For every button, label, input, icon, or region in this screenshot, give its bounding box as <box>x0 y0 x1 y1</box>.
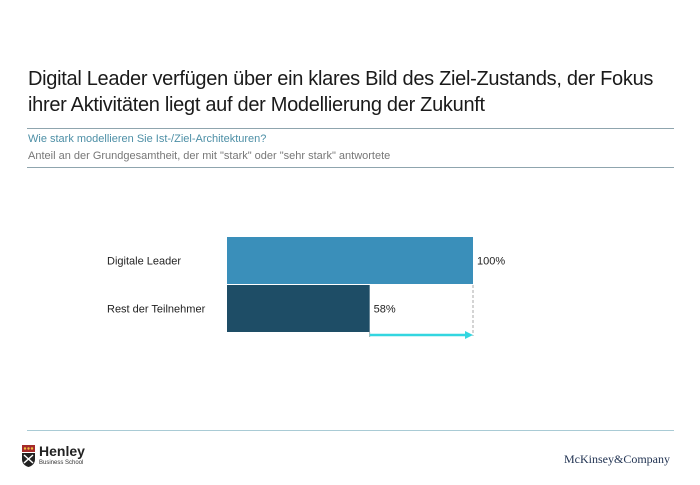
value-label: 100% <box>477 256 505 268</box>
title-divider <box>27 128 674 129</box>
category-label: Rest der Teilnehmer <box>107 304 206 316</box>
bars-group: Digitale Leader 100% Rest der Teilnehmer 58… <box>107 237 505 339</box>
category-label: Digitale Leader <box>107 256 181 268</box>
henley-logo: Henley Business School <box>22 444 85 467</box>
footer-divider <box>27 430 674 431</box>
page-title: Digital Leader verfügen über ein klares … <box>28 68 654 116</box>
mckinsey-logo: McKinsey&Company <box>564 452 670 466</box>
gap-arrow-head-icon <box>465 331 473 339</box>
bar-1 <box>227 285 370 332</box>
henley-school: Business School <box>39 460 84 466</box>
chart-question: Wie stark modellieren Sie Ist-/Ziel-Arch… <box>28 133 267 145</box>
value-label: 58% <box>374 304 396 316</box>
subtitle-divider <box>27 167 674 168</box>
henley-name: Henley <box>39 443 85 459</box>
bar-0 <box>227 237 473 284</box>
chart-description: Anteil an der Grundgesamtheit, der mit "… <box>28 150 391 162</box>
henley-crest-icon <box>22 444 35 467</box>
